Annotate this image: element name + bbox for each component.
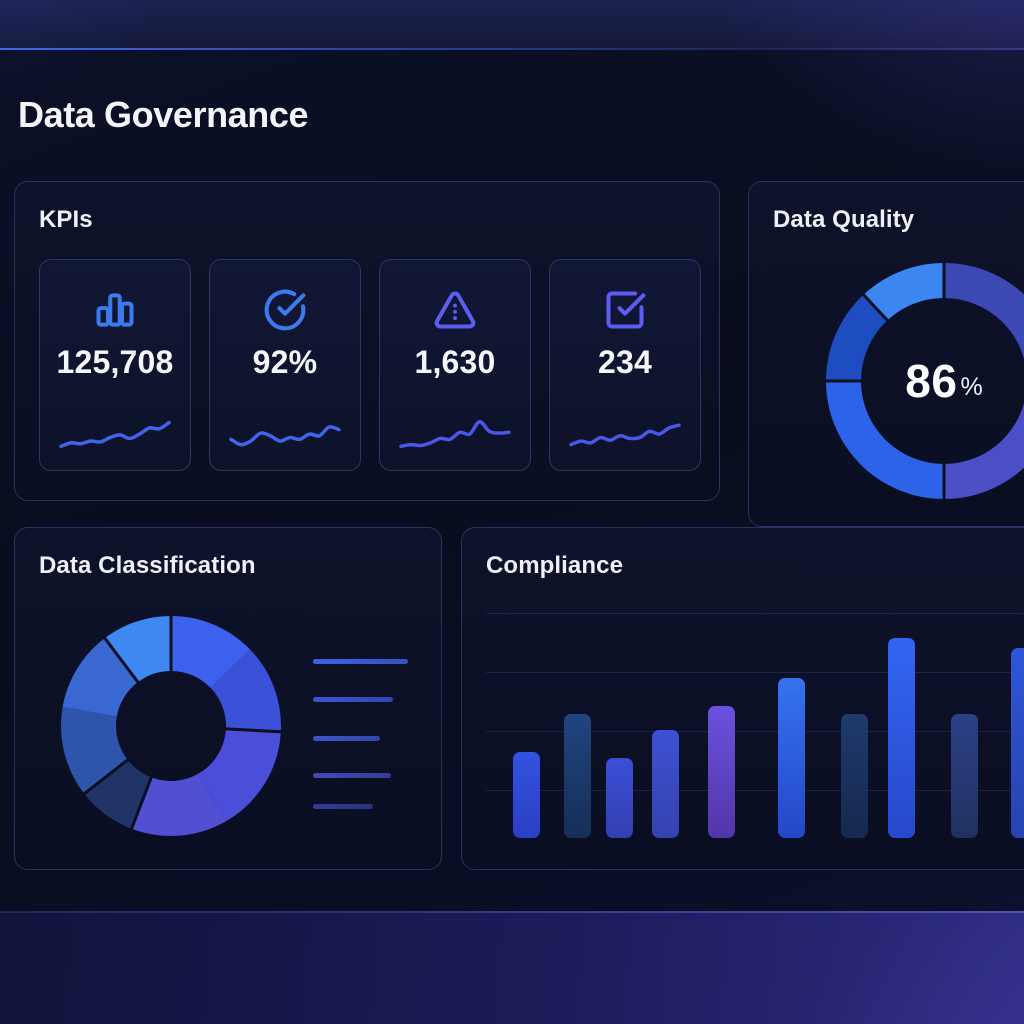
kpi-sparkline-issues [399, 419, 511, 449]
data-quality-unit: % [960, 372, 983, 401]
compliance-bar-8 [888, 638, 915, 838]
kpi-tile-resolved[interactable]: 234 [549, 259, 701, 471]
data-quality-center-label: 86 % [804, 241, 1024, 521]
legend-line-4 [313, 773, 391, 778]
gridline-4 [486, 790, 1024, 791]
kpi-value-issues: 1,630 [414, 344, 496, 380]
gridline-1 [486, 613, 1024, 614]
compliance-bar-5 [708, 706, 735, 838]
legend-line-5 [313, 804, 373, 809]
check-circle-icon [264, 289, 306, 331]
panel-top-divider [0, 48, 1024, 50]
data-quality-donut-rings [824, 261, 1024, 501]
compliance-bar-7 [841, 714, 868, 838]
kpi-sparkline-records [59, 420, 171, 449]
kpi-tile-issues[interactable]: 1,630 [379, 259, 531, 471]
legend-line-1 [313, 659, 408, 664]
compliance-bar-2 [564, 714, 591, 838]
page-title: Data Governance [18, 94, 309, 135]
data-classification-donut-chart [61, 614, 283, 836]
data-quality-card: Data Quality 86 % [748, 181, 1024, 527]
alert-triangle-icon [434, 291, 476, 329]
compliance-bar-4 [652, 730, 679, 838]
gridline-3 [486, 731, 1024, 732]
panel-bottom-divider [0, 911, 1024, 913]
compliance-bar-chart [462, 528, 1024, 838]
compliance-card-title: Compliance [486, 552, 624, 579]
compliance-bar-10 [1011, 648, 1024, 838]
data-quality-card-title: Data Quality [773, 206, 915, 233]
bottom-background-strip [0, 913, 1024, 1024]
kpi-value-records: 125,708 [56, 344, 174, 380]
legend-line-2 [313, 697, 393, 702]
compliance-bar-3 [606, 758, 633, 838]
kpi-sparkline-quality-score [229, 425, 341, 447]
data-classification-card: Data Classification [14, 527, 442, 870]
check-square-icon [606, 291, 646, 329]
top-background-strip [0, 0, 1024, 49]
kpi-tile-quality-score[interactable]: 92% [209, 259, 361, 471]
compliance-card: Compliance [461, 527, 1024, 870]
gridline-2 [486, 672, 1024, 673]
bar-chart-icon [96, 293, 134, 327]
kpis-card-title: KPIs [39, 206, 93, 233]
compliance-bar-6 [778, 678, 805, 838]
kpi-value-resolved: 234 [598, 344, 652, 380]
data-classification-legend [313, 659, 425, 819]
kpi-sparkline-resolved [569, 423, 681, 447]
data-classification-card-title: Data Classification [39, 552, 256, 579]
kpi-value-quality-score: 92% [252, 344, 318, 380]
kpis-card: KPIs 125,708 92% 1,630 234 [14, 181, 720, 501]
legend-line-3 [313, 736, 380, 741]
data-quality-value: 86 [905, 355, 958, 407]
kpi-tile-records[interactable]: 125,708 [39, 259, 191, 471]
compliance-bar-1 [513, 752, 540, 838]
compliance-bar-9 [951, 714, 978, 838]
data-quality-donut-chart: 86 % [804, 241, 1024, 521]
